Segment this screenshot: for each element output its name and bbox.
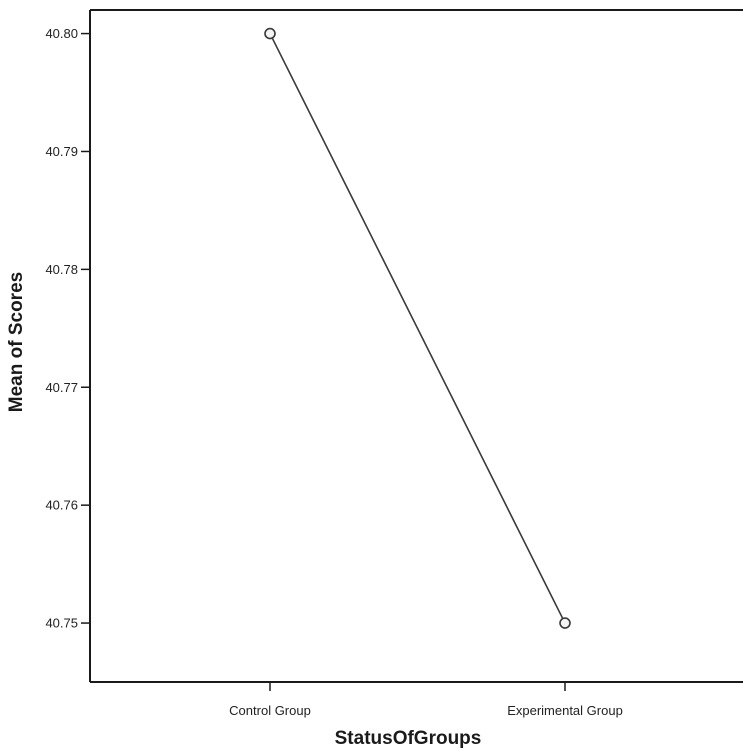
- plot-frame: [89, 9, 743, 683]
- y-axis-title: Mean of Scores: [6, 272, 27, 412]
- y-tick-label: 40.79: [45, 144, 78, 159]
- y-tick-label: 40.75: [45, 616, 78, 631]
- series-layer: [264, 27, 571, 629]
- y-tick-label: 40.77: [45, 380, 78, 395]
- data-point-marker: [264, 27, 276, 40]
- y-tick-label: 40.80: [45, 26, 78, 41]
- data-point-marker: [559, 617, 571, 629]
- x-tick-label: Control Group: [229, 703, 311, 718]
- x-axis-title: StatusOfGroups: [335, 728, 482, 749]
- y-axis: 40.75 40.76 40.77 40.78 40.79 40.80: [45, 26, 90, 631]
- y-tick-label: 40.76: [45, 498, 78, 513]
- y-tick-label: 40.78: [45, 262, 78, 277]
- series-line: [269, 33, 566, 624]
- x-tick-label: Experimental Group: [507, 703, 623, 718]
- x-axis: Control Group Experimental Group: [229, 682, 623, 718]
